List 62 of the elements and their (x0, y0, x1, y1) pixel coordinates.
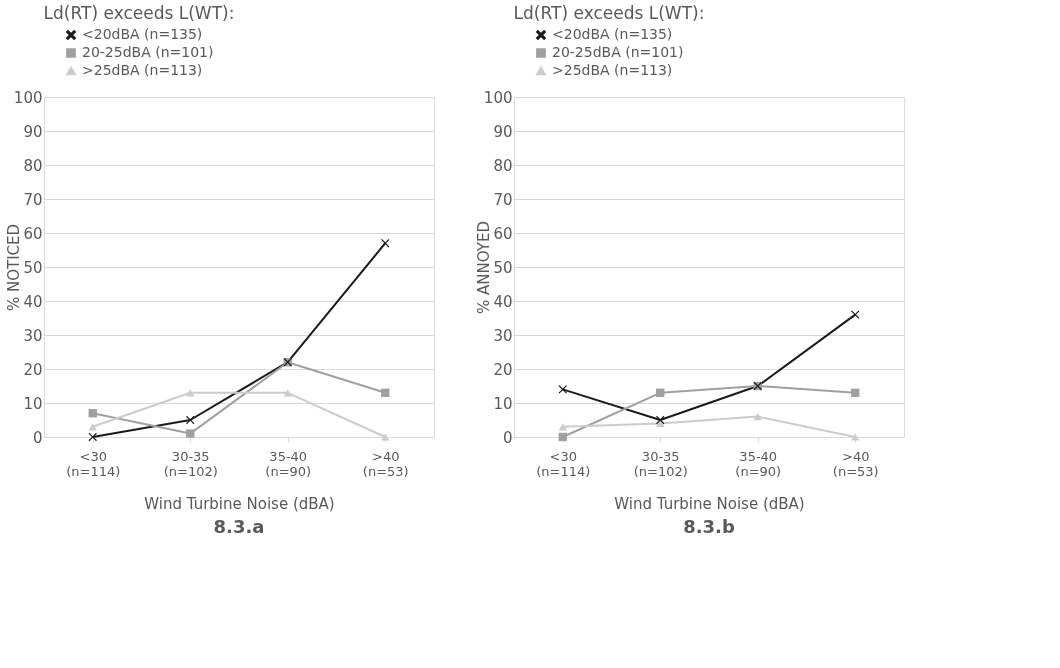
point (656, 388, 665, 397)
point (381, 239, 390, 248)
y-tick-label: 60 (493, 224, 513, 243)
y-tick-label: 100 (13, 88, 43, 107)
y-tick-label: 10 (23, 394, 43, 413)
y-tick-label: 20 (23, 360, 43, 379)
point (88, 432, 97, 442)
y-tick-label: 30 (493, 326, 513, 345)
point (851, 388, 860, 397)
legend-label: <20dBA (n=135) (82, 26, 203, 42)
point (558, 432, 567, 442)
point (88, 409, 97, 418)
x-tick-label: <30 (n=114) (66, 448, 121, 479)
y-tick-label: 70 (23, 190, 43, 209)
point (381, 433, 390, 441)
y-axis-title: % ANNOYED (474, 221, 493, 314)
y-tick-label: 40 (23, 292, 43, 311)
x-tick-label: >40 (n=53) (832, 448, 879, 479)
point (558, 423, 567, 431)
legend-title: Ld(RT) exceeds L(WT): (43, 3, 235, 23)
point (851, 433, 860, 441)
y-tick-label: 100 (483, 88, 513, 107)
point (186, 429, 195, 438)
y-tick-label: 0 (32, 428, 43, 447)
point (753, 412, 762, 421)
text: 8.3.b (683, 516, 735, 537)
text: 8.3.a (213, 516, 265, 537)
legend-title: Ld(RT) exceeds L(WT): (513, 3, 705, 23)
x-axis-title: Wind Turbine Noise (dBA) (614, 494, 805, 513)
x-tick-label: >40 (n=53) (362, 448, 409, 479)
legend-label: >25dBA (n=113) (82, 62, 203, 78)
point (88, 423, 97, 431)
y-tick-label: 70 (493, 190, 513, 209)
point (656, 419, 665, 428)
y-tick-label: 40 (493, 292, 513, 311)
x-tick-label: 35-40 (n=90) (735, 448, 782, 479)
y-tick-label: 30 (23, 326, 43, 345)
legend-label: >25dBA (n=113) (552, 62, 673, 78)
y-axis-title: % NOTICED (4, 223, 23, 312)
y-tick-label: 0 (502, 428, 513, 447)
x-tick-label: 35-40 (n=90) (265, 448, 312, 479)
y-tick-label: 80 (23, 156, 43, 175)
y-tick-label: 90 (493, 122, 513, 141)
x-tick-label: 30-35 (n=102) (633, 448, 688, 479)
x-tick-label: <30 (n=114) (536, 448, 591, 479)
y-tick-label: 50 (493, 258, 513, 277)
y-tick-label: 80 (493, 156, 513, 175)
point (656, 415, 665, 425)
point (283, 389, 292, 397)
y-tick-label: 50 (23, 258, 43, 277)
y-tick-label: 60 (23, 224, 43, 243)
point (381, 388, 390, 397)
y-tick-label: 10 (493, 394, 513, 413)
point (186, 415, 195, 425)
x-axis-title: Wind Turbine Noise (dBA) (144, 494, 335, 513)
y-tick-label: 20 (493, 360, 513, 379)
point (186, 389, 195, 397)
y-tick-label: 90 (23, 122, 43, 141)
legend-label: <20dBA (n=135) (552, 26, 673, 42)
x-tick-label: 30-35 (n=102) (163, 448, 218, 479)
legend-label: 20-25dBA (n=101) (552, 44, 684, 60)
legend-label: 20-25dBA (n=101) (82, 44, 214, 60)
